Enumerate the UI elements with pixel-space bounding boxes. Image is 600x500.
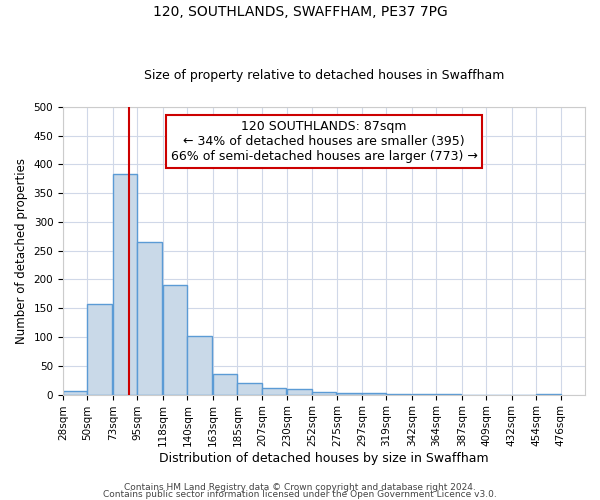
Y-axis label: Number of detached properties: Number of detached properties (15, 158, 28, 344)
Bar (312, 392, 336, 394)
Bar (238, 382, 262, 394)
Text: Contains public sector information licensed under the Open Government Licence v3: Contains public sector information licen… (103, 490, 497, 499)
Text: 120 SOUTHLANDS: 87sqm
← 34% of detached houses are smaller (395)
66% of semi-det: 120 SOUTHLANDS: 87sqm ← 34% of detached … (170, 120, 478, 162)
X-axis label: Distribution of detached houses by size in Swaffham: Distribution of detached houses by size … (159, 452, 489, 465)
Text: Contains HM Land Registry data © Crown copyright and database right 2024.: Contains HM Land Registry data © Crown c… (124, 484, 476, 492)
Title: Size of property relative to detached houses in Swaffham: Size of property relative to detached ho… (144, 69, 504, 82)
Bar (113, 174, 137, 394)
Bar (137, 242, 162, 394)
Bar (287, 390, 312, 394)
Bar (213, 374, 238, 394)
Bar (63, 391, 88, 394)
Bar (187, 336, 212, 394)
Text: 120, SOUTHLANDS, SWAFFHAM, PE37 7PG: 120, SOUTHLANDS, SWAFFHAM, PE37 7PG (152, 5, 448, 19)
Bar (88, 304, 112, 394)
Bar (337, 393, 362, 394)
Bar (262, 388, 286, 394)
Bar (163, 285, 187, 395)
